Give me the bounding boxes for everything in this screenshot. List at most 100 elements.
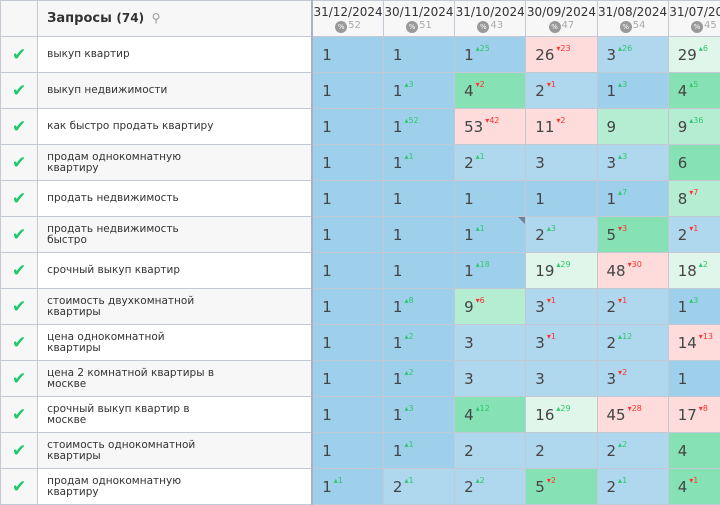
query-label[interactable]: срочный выкуп квартир в москве [38, 397, 313, 433]
position-cell[interactable]: 4▴12 [455, 397, 526, 433]
query-label[interactable]: как быстро продать квартиру [38, 109, 313, 145]
position-cell[interactable]: 1 [383, 217, 454, 253]
search-icon[interactable]: ⚲ [152, 11, 161, 25]
position-cell[interactable]: 1 [312, 37, 383, 73]
position-cell[interactable]: 2▴1 [383, 469, 454, 505]
position-cell[interactable]: 1 [312, 73, 383, 109]
position-cell[interactable]: 4▾2 [455, 73, 526, 109]
position-cell[interactable]: 1 [312, 397, 383, 433]
position-cell[interactable]: 1▴8 [383, 289, 454, 325]
position-cell[interactable]: 4▾1 [668, 469, 720, 505]
position-cell[interactable]: 1 [312, 145, 383, 181]
check-icon[interactable]: ✔ [1, 145, 38, 181]
position-cell[interactable]: 14▾13 [668, 325, 720, 361]
position-cell[interactable]: 1▴3 [668, 289, 720, 325]
position-cell[interactable]: 1 [312, 433, 383, 469]
position-cell[interactable]: 17▾8 [668, 397, 720, 433]
position-cell[interactable]: 1 [312, 361, 383, 397]
position-cell[interactable]: 1 [455, 181, 526, 217]
check-icon[interactable]: ✔ [1, 217, 38, 253]
position-cell[interactable]: 1▴1 [312, 469, 383, 505]
position-cell[interactable]: 1▴25 [455, 37, 526, 73]
position-cell[interactable]: 1 [312, 289, 383, 325]
position-cell[interactable]: 48▾30 [597, 253, 668, 289]
date-column-header[interactable]: 30/11/2024 %51 [383, 1, 454, 37]
position-cell[interactable]: 2▴2 [597, 433, 668, 469]
position-cell[interactable]: 1 [383, 181, 454, 217]
position-cell[interactable]: 2▴2 [455, 469, 526, 505]
position-cell[interactable]: 1▴52 [383, 109, 454, 145]
position-cell[interactable]: 1▴3 [597, 73, 668, 109]
query-label[interactable]: продать недвижимость [38, 181, 313, 217]
position-cell[interactable]: 1 [383, 37, 454, 73]
check-icon[interactable]: ✔ [1, 361, 38, 397]
position-cell[interactable]: 3▾1 [526, 325, 597, 361]
check-icon[interactable]: ✔ [1, 37, 38, 73]
position-cell[interactable]: 1 [668, 361, 720, 397]
position-cell[interactable]: 2▾1 [526, 73, 597, 109]
check-icon[interactable]: ✔ [1, 289, 38, 325]
position-cell[interactable]: 3 [455, 361, 526, 397]
check-icon[interactable]: ✔ [1, 469, 38, 505]
query-label[interactable]: цена 2 комнатной квартиры в москве [38, 361, 313, 397]
position-cell[interactable]: 6 [668, 145, 720, 181]
position-cell[interactable]: 1▴1 [455, 217, 526, 253]
position-cell[interactable]: 3▴26 [597, 37, 668, 73]
position-cell[interactable]: 1 [312, 325, 383, 361]
position-cell[interactable]: 45▾28 [597, 397, 668, 433]
position-cell[interactable]: 9▴36 [668, 109, 720, 145]
query-label[interactable]: стоимость однокомнатной квартиры [38, 433, 313, 469]
check-icon[interactable]: ✔ [1, 181, 38, 217]
position-cell[interactable]: 2▾1 [668, 217, 720, 253]
date-column-header[interactable]: 31/12/2024 %52 [312, 1, 383, 37]
date-column-header[interactable]: 31/10/2024 %43 [455, 1, 526, 37]
position-cell[interactable]: 1▴7 [597, 181, 668, 217]
position-cell[interactable]: 2▴1 [455, 145, 526, 181]
query-label[interactable]: стоимость двухкомнатной квартиры [38, 289, 313, 325]
query-label[interactable]: срочный выкуп квартир [38, 253, 313, 289]
query-label[interactable]: продам однокомнатную квартиру [38, 145, 313, 181]
position-cell[interactable]: 2 [526, 433, 597, 469]
check-icon[interactable]: ✔ [1, 253, 38, 289]
date-column-header[interactable]: 31/08/2024 %54 [597, 1, 668, 37]
date-column-header[interactable]: 31/07/2024 %45 [668, 1, 720, 37]
position-cell[interactable]: 3 [526, 145, 597, 181]
position-cell[interactable]: 1 [383, 253, 454, 289]
position-cell[interactable]: 5▾2 [526, 469, 597, 505]
position-cell[interactable]: 1▴3 [383, 73, 454, 109]
position-cell[interactable]: 1 [526, 181, 597, 217]
position-cell[interactable]: 1▴1 [383, 145, 454, 181]
date-column-header[interactable]: 30/09/2024 %47 [526, 1, 597, 37]
query-label[interactable]: выкуп квартир [38, 37, 313, 73]
position-cell[interactable]: 18▴2 [668, 253, 720, 289]
query-label[interactable]: цена однокомнатной квартиры [38, 325, 313, 361]
position-cell[interactable]: 3 [526, 361, 597, 397]
position-cell[interactable]: 1 [312, 253, 383, 289]
check-icon[interactable]: ✔ [1, 325, 38, 361]
position-cell[interactable]: 1▴18 [455, 253, 526, 289]
position-cell[interactable]: 26▾23 [526, 37, 597, 73]
position-cell[interactable]: 2▴12 [597, 325, 668, 361]
check-icon[interactable]: ✔ [1, 73, 38, 109]
position-cell[interactable]: 3▾1 [526, 289, 597, 325]
position-cell[interactable]: 1▴2 [383, 325, 454, 361]
position-cell[interactable]: 3 [455, 325, 526, 361]
position-cell[interactable]: 2▴3 [526, 217, 597, 253]
check-icon[interactable]: ✔ [1, 433, 38, 469]
position-cell[interactable]: 19▴29 [526, 253, 597, 289]
position-cell[interactable]: 2 [455, 433, 526, 469]
position-cell[interactable]: 4 [668, 433, 720, 469]
position-cell[interactable]: 9 [597, 109, 668, 145]
position-cell[interactable]: 2▾1 [597, 289, 668, 325]
position-cell[interactable]: 16▴29 [526, 397, 597, 433]
position-cell[interactable]: 29▴6 [668, 37, 720, 73]
position-cell[interactable]: 11▾2 [526, 109, 597, 145]
queries-column-header[interactable]: Запросы (74) ⚲ [38, 1, 313, 37]
position-cell[interactable]: 53▾42 [455, 109, 526, 145]
position-cell[interactable]: 3▾2 [597, 361, 668, 397]
position-cell[interactable]: 1▴2 [383, 361, 454, 397]
position-cell[interactable]: 1▴3 [383, 397, 454, 433]
position-cell[interactable]: 8▾7 [668, 181, 720, 217]
position-cell[interactable]: 1 [312, 109, 383, 145]
position-cell[interactable]: 2▴1 [597, 469, 668, 505]
